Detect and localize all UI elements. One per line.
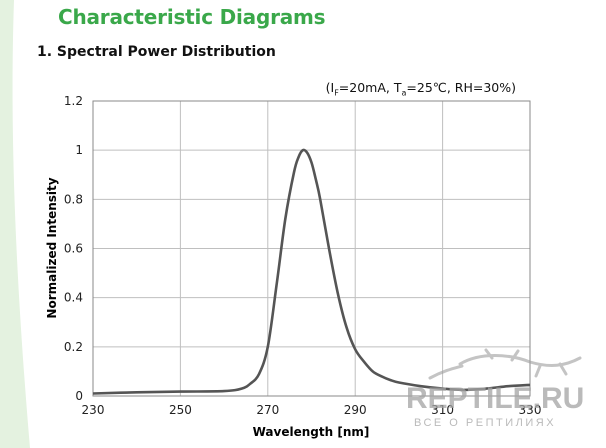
y-tick-label: 0.8 (64, 192, 83, 206)
spectrum-curve (92, 148, 531, 395)
x-tick-label: 330 (519, 403, 542, 417)
x-axis-label: Wavelength [nm] (253, 425, 370, 439)
leaf-decoration (0, 0, 30, 448)
plot-frame (92, 100, 531, 397)
conditions-if-subscript: F (334, 88, 339, 98)
x-tick-label: 270 (256, 403, 279, 417)
x-tick-label: 310 (431, 403, 454, 417)
y-tick-label: 0.6 (64, 242, 83, 256)
x-tick-label: 290 (344, 403, 367, 417)
conditions-if-value: =20mA, T (338, 80, 402, 95)
y-axis-label: Normalized Intensity (45, 177, 59, 318)
conditions-open: (I (325, 80, 335, 95)
watermark-tagline: ВСЕ О РЕПТИЛИЯХ (414, 417, 556, 428)
y-tick-labels: 0 0.2 0.4 0.6 0.8 1 1.2 (64, 94, 83, 403)
lizard-logo (428, 348, 582, 380)
watermark-brand: REPTILE.RU (406, 382, 584, 415)
x-tick-label: 250 (169, 403, 192, 417)
y-tick-label: 1.2 (64, 94, 83, 108)
x-tick-label: 230 (82, 403, 105, 417)
section-title: 1. Spectral Power Distribution (37, 44, 276, 60)
y-tick-label: 0.2 (64, 340, 83, 354)
x-tick-labels: 230 250 270 290 310 330 (82, 403, 542, 417)
test-conditions: (IF=20mA, Ta=25℃, RH=30%) (326, 80, 516, 98)
y-tick-label: 1 (75, 143, 83, 157)
y-tick-label: 0 (75, 389, 83, 403)
conditions-ta-value: =25℃, RH=30%) (406, 80, 516, 95)
conditions-ta-subscript: a (401, 88, 407, 98)
y-tick-label: 0.4 (64, 291, 83, 305)
page-heading: Characteristic Diagrams (58, 5, 326, 29)
watermark: REPTILE.RU ВСЕ О РЕПТИЛИЯХ (406, 348, 584, 428)
